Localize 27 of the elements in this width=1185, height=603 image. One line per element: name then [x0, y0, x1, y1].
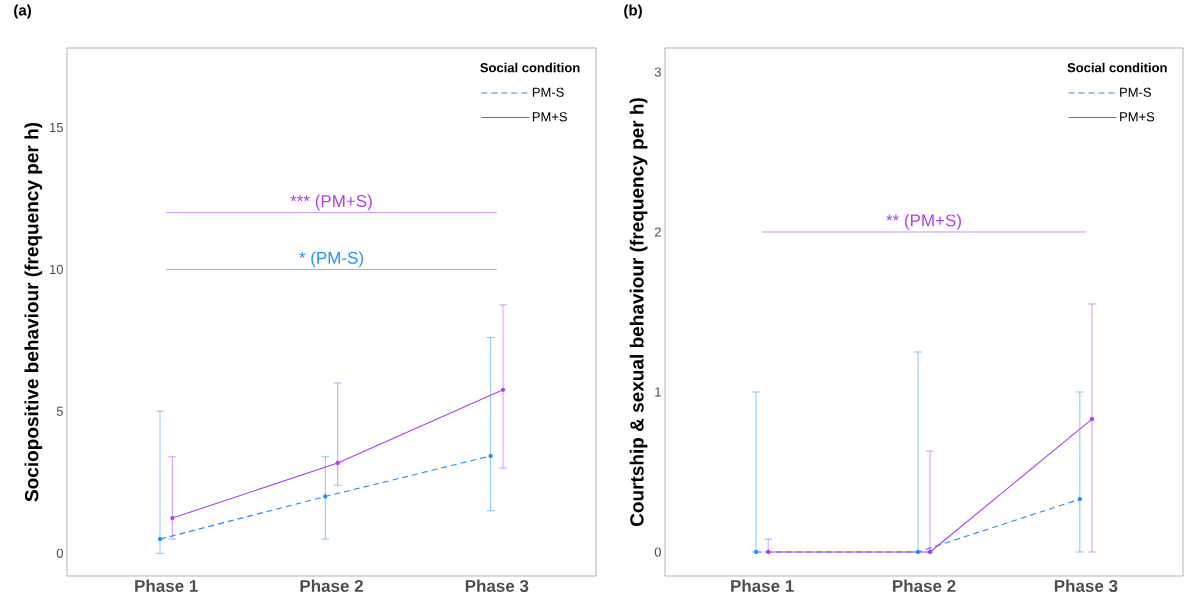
y-axis-title: Sociopositive behaviour (frequency per h)	[24, 122, 43, 502]
y-tick-label: 0	[56, 548, 63, 558]
ref-line-label: ** (PM+S)	[886, 213, 961, 230]
x-tick-label: Phase 3	[1054, 579, 1118, 593]
x-tick-label: Phase 2	[893, 579, 956, 593]
y-tick-label: 5	[56, 406, 63, 416]
y-tick-label: 2	[654, 227, 661, 237]
legend-title: Social condition	[480, 62, 580, 73]
chart-title: (b)	[624, 4, 642, 19]
ref-line-label: *** (PM+S)	[290, 194, 372, 211]
y-tick-label: 0	[654, 547, 661, 557]
legend-label: PM-S	[532, 87, 564, 97]
x-tick-label: Phase 1	[135, 579, 198, 593]
legend-label: PM+S	[1120, 112, 1155, 122]
y-tick-label: 1	[655, 387, 661, 397]
legend-label: PM-S	[1120, 87, 1151, 97]
x-tick-label: Phase 1	[731, 579, 794, 593]
legend-label: PM+S	[532, 112, 568, 122]
y-axis-title: Courtship & sexual behaviour (frequency per h)	[629, 98, 648, 527]
y-tick-label: 3	[654, 67, 661, 77]
x-tick-label: Phase 3	[465, 579, 529, 593]
y-tick-label: 10	[50, 264, 63, 275]
chart-title: (a)	[14, 4, 31, 19]
y-tick-label: 15	[50, 122, 63, 133]
legend-title: Social condition	[1067, 62, 1167, 73]
x-tick-label: Phase 2	[300, 579, 363, 593]
ref-line-label: * (PM-S)	[299, 251, 364, 268]
